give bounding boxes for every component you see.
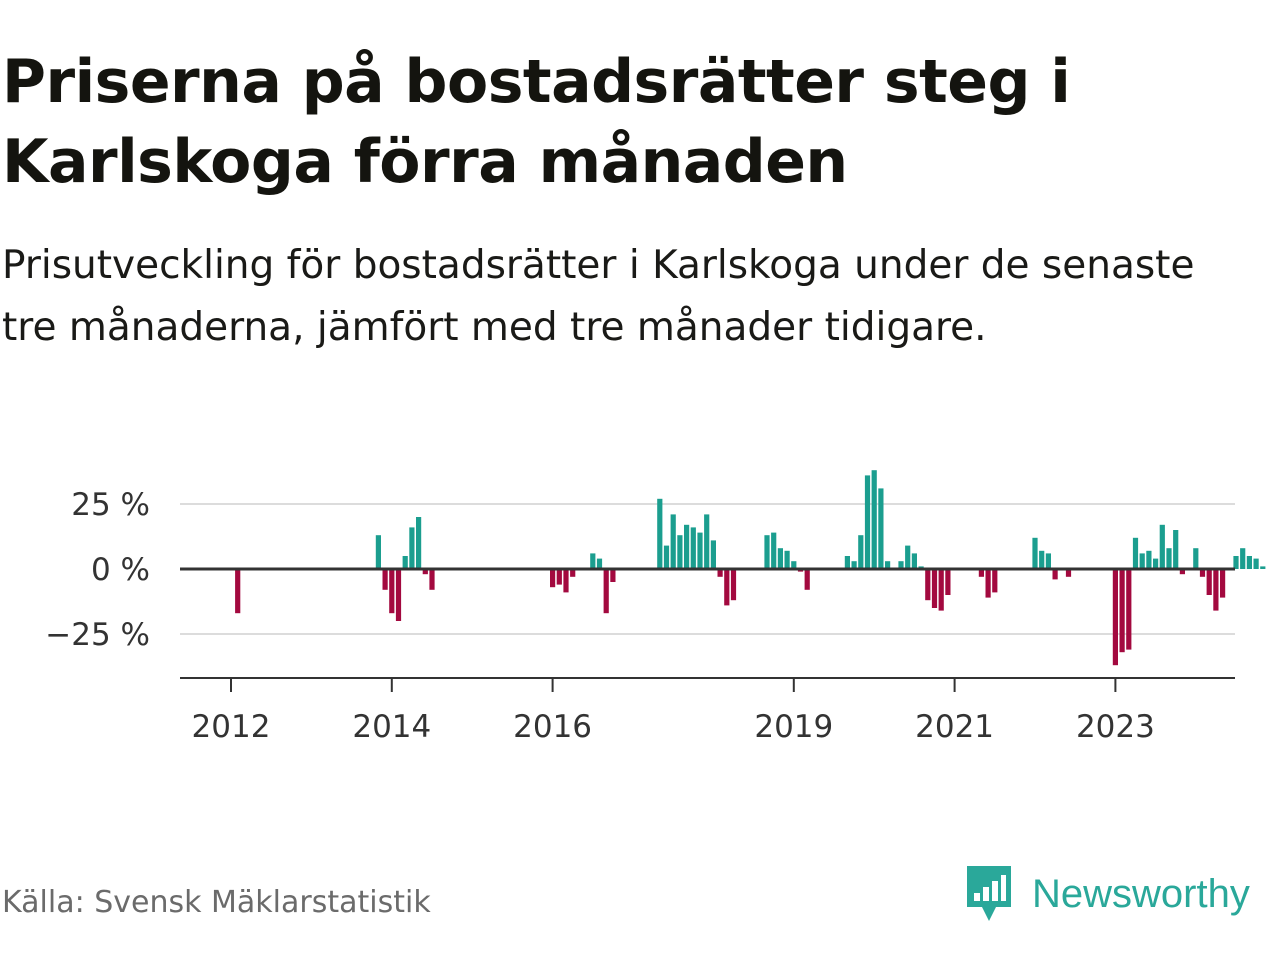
axes (180, 567, 1235, 692)
bar (730, 569, 737, 601)
y-tick-label: 0 % (91, 552, 150, 588)
bar (1153, 558, 1159, 569)
bar (1173, 530, 1179, 569)
bar (985, 569, 991, 598)
bar (1065, 569, 1072, 577)
x-tick-label: 2016 (513, 709, 592, 745)
bar (690, 527, 696, 569)
bar (978, 569, 984, 577)
bar (663, 545, 670, 569)
bar (925, 569, 931, 601)
bar (898, 561, 904, 569)
labels: 25 %0 %−25 %2012201420162019202120234 % (45, 487, 1155, 745)
chart-subtitle: Prisutveckling för bostadsrätter i Karls… (2, 243, 1195, 350)
bar (590, 553, 596, 569)
bar (844, 556, 850, 569)
bar (784, 550, 790, 569)
bar (416, 517, 422, 569)
bar (670, 514, 676, 569)
bar (1139, 553, 1145, 569)
bar (697, 532, 703, 569)
bar (1206, 569, 1212, 595)
bar (1260, 566, 1266, 569)
bar (657, 498, 663, 569)
bar (777, 548, 783, 569)
brand-logo: Newsworthy (964, 862, 1250, 926)
bar (724, 569, 730, 606)
bar (1112, 569, 1118, 666)
bar (710, 540, 716, 569)
bar (382, 569, 388, 590)
bar (422, 569, 428, 575)
bar (556, 569, 562, 585)
bar (804, 569, 810, 590)
bar (1179, 569, 1185, 575)
bar (1220, 569, 1226, 598)
bar (563, 569, 569, 593)
bar (409, 527, 415, 569)
bar (395, 569, 402, 621)
bar (570, 569, 576, 577)
newsworthy-chart-icon (967, 866, 1011, 921)
x-tick-label: 2019 (754, 709, 833, 745)
bar (871, 470, 877, 569)
brand-name: Newsworthy (1032, 871, 1250, 916)
bar (1240, 548, 1246, 569)
x-tick-label: 2021 (915, 709, 994, 745)
bar (1052, 569, 1058, 580)
x-tick-label: 2012 (192, 709, 271, 745)
bar (1119, 569, 1125, 653)
bar (911, 553, 917, 569)
bar (603, 569, 609, 614)
bar (791, 561, 797, 569)
bar (885, 561, 891, 569)
bar (905, 545, 911, 569)
bar (1045, 553, 1051, 569)
bar (1126, 569, 1132, 650)
bar (1246, 556, 1252, 569)
bar (1159, 524, 1165, 569)
bar (992, 569, 998, 593)
y-tick-label: 25 % (71, 487, 150, 523)
bar (402, 556, 408, 569)
y-tick-label: −25 % (45, 617, 150, 653)
x-tick-label: 2023 (1076, 709, 1155, 745)
bar (931, 569, 938, 608)
bar (610, 569, 616, 582)
bar (1032, 537, 1038, 569)
bar (1253, 558, 1259, 569)
bars (235, 470, 1266, 666)
grid-lines (180, 503, 1235, 635)
source-note: Källa: Svensk Mäklarstatistik (2, 885, 431, 920)
bar (717, 569, 723, 577)
bar (858, 535, 864, 569)
bar (1132, 537, 1139, 569)
bar (1166, 548, 1172, 569)
bar (771, 532, 777, 569)
bar (550, 569, 556, 588)
bar (1199, 569, 1206, 577)
bar (235, 569, 241, 614)
bar (864, 475, 871, 569)
bar (851, 561, 857, 569)
bar (764, 535, 770, 569)
bar-chart: 25 %0 %−25 %2012201420162019202120234 % (45, 470, 1266, 745)
bar (1233, 556, 1239, 569)
bar (596, 558, 603, 569)
bar (878, 488, 884, 569)
bar (938, 569, 944, 611)
bar (389, 569, 395, 614)
bar (429, 569, 435, 590)
x-tick-label: 2014 (352, 709, 431, 745)
bar (1146, 550, 1152, 569)
bar (1193, 548, 1199, 569)
bar (1213, 569, 1219, 611)
bar (704, 514, 710, 569)
bar (684, 524, 690, 569)
bar (677, 535, 683, 569)
bar (375, 535, 381, 569)
bar (1039, 550, 1045, 569)
bar (945, 569, 951, 595)
chart-title: Priserna på bostadsrätter steg i Karlsko… (2, 47, 1071, 197)
